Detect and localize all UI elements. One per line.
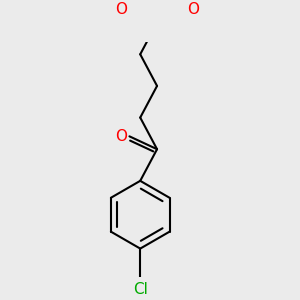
- Text: O: O: [115, 129, 127, 144]
- Text: O: O: [115, 2, 127, 17]
- Text: Cl: Cl: [133, 282, 148, 297]
- Text: O: O: [187, 2, 199, 17]
